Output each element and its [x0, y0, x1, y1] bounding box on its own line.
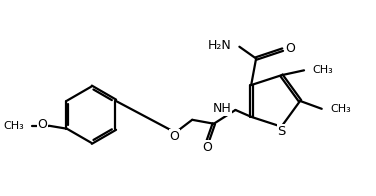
Text: O: O [37, 118, 47, 131]
Text: S: S [277, 125, 286, 138]
Text: NH: NH [213, 103, 232, 115]
Text: CH₃: CH₃ [4, 121, 24, 131]
Text: CH₃: CH₃ [312, 65, 333, 75]
Text: O: O [286, 42, 296, 55]
Text: O: O [202, 141, 212, 154]
Text: H₂N: H₂N [208, 39, 232, 52]
Text: O: O [170, 130, 179, 143]
Text: CH₃: CH₃ [330, 104, 351, 114]
